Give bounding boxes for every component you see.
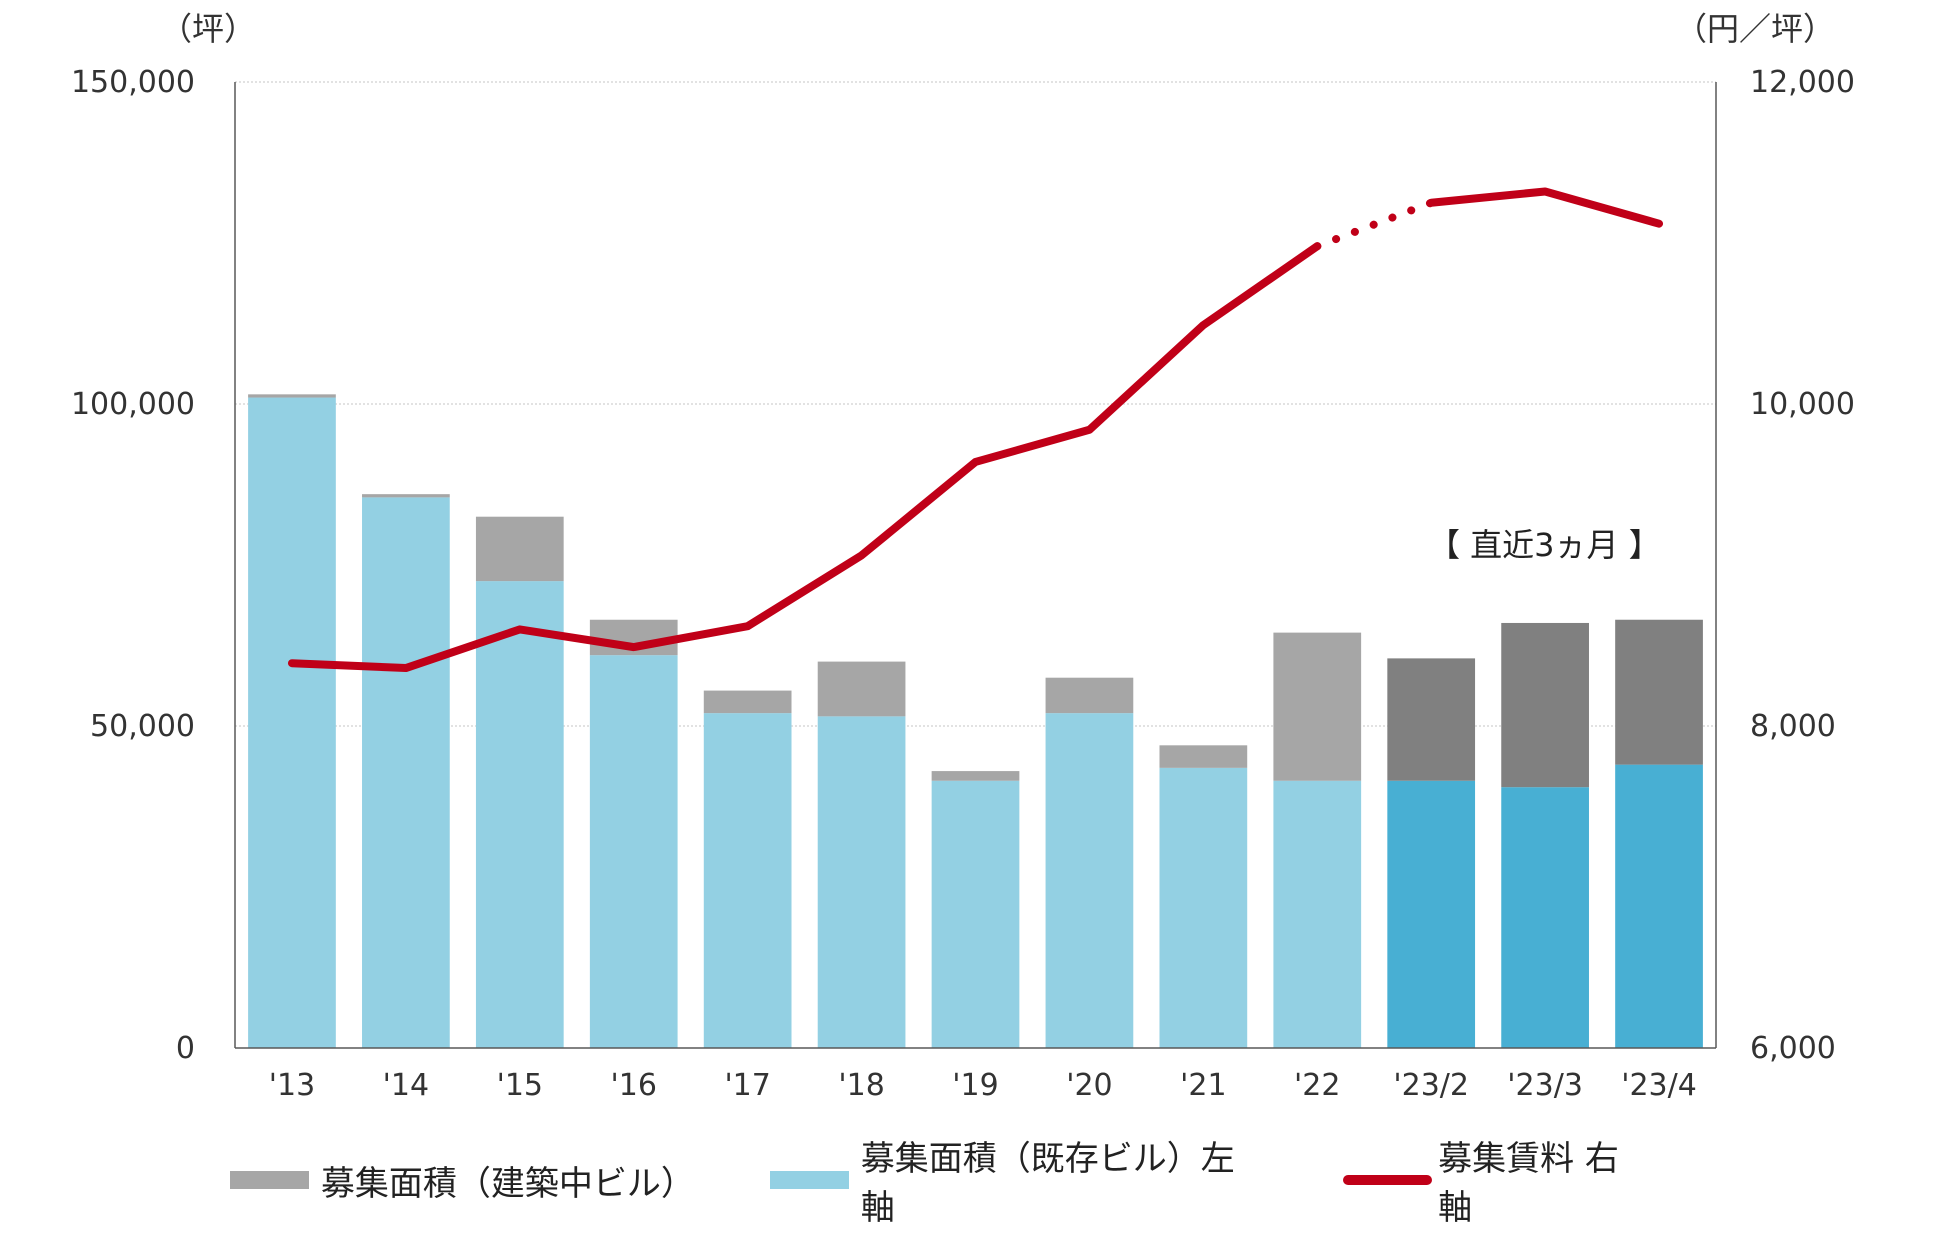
- gridlines: [235, 81, 1716, 727]
- legend-swatch-rent: [1343, 1175, 1433, 1185]
- left-tick-label: 0: [176, 1031, 195, 1066]
- legend-item-construction: 募集面積（建築中ビル）: [230, 1156, 695, 1205]
- bar-existing: [589, 655, 678, 1048]
- right-axis-unit: （円／坪）: [1675, 10, 1835, 48]
- rent-line-dotted: [1313, 198, 1436, 251]
- x-tick-label: '19: [952, 1068, 998, 1103]
- x-tick-label: '21: [1180, 1068, 1226, 1103]
- bar-existing: [248, 397, 336, 1048]
- bar-construction: [1501, 622, 1589, 788]
- legend-label-rent: 募集賃料 右軸: [1438, 1139, 1619, 1228]
- x-tick-label: '16: [611, 1068, 657, 1103]
- rent-line-solid: [1427, 187, 1664, 228]
- x-tick-label: '13: [269, 1068, 315, 1103]
- x-tick-label: '18: [838, 1068, 884, 1103]
- chart-area: 0 50,000 100,000 150,000 6,000 8,000 10,000 12,…: [71, 10, 1855, 1103]
- bar-existing: [362, 497, 450, 1048]
- axis-labels: 0 50,000 100,000 150,000 6,000 8,000 10,000 12,…: [71, 65, 1855, 1103]
- x-tick-label: '23/2: [1393, 1068, 1469, 1103]
- recent-months-annotation: 【 直近3ヵ月 】: [1428, 526, 1661, 564]
- x-tick-label: '20: [1066, 1068, 1112, 1103]
- bar-existing: [1387, 780, 1476, 1048]
- axes: [234, 82, 1717, 1049]
- bar-construction: [1045, 677, 1134, 714]
- bar-existing: [1045, 713, 1134, 1048]
- x-tick-label: '17: [724, 1068, 770, 1103]
- bar-construction: [817, 661, 906, 717]
- bar-construction: [1159, 745, 1248, 768]
- right-tick-label: 6,000: [1750, 1031, 1836, 1066]
- legend-item-existing: 募集面積（既存ビル）左軸: [769, 1131, 1263, 1229]
- right-tick-label: 12,000: [1750, 65, 1855, 100]
- right-tick-label: 10,000: [1750, 387, 1855, 422]
- bar-existing: [475, 581, 564, 1048]
- bar-construction: [931, 771, 1020, 781]
- bar-construction: [1615, 619, 1703, 765]
- right-tick-label: 8,000: [1750, 709, 1836, 744]
- x-tick-label: '23/3: [1507, 1068, 1583, 1103]
- left-tick-label: 150,000: [71, 65, 195, 100]
- rent-line-solid: [287, 242, 1322, 673]
- left-axis-unit: （坪）: [160, 10, 256, 48]
- legend-label-existing: 募集面積（既存ビル）左軸: [860, 1139, 1235, 1228]
- left-tick-label: 100,000: [71, 387, 195, 422]
- legend-swatch-existing: [769, 1171, 849, 1189]
- bar-construction: [248, 394, 336, 398]
- bar-construction: [703, 690, 792, 714]
- legend-swatch-construction: [230, 1171, 309, 1189]
- x-tick-label: '22: [1294, 1068, 1340, 1103]
- legend-item-rent: 募集賃料 右軸: [1343, 1131, 1650, 1229]
- bar-existing: [1159, 767, 1248, 1048]
- bar-existing: [931, 780, 1020, 1048]
- bar-existing: [703, 713, 792, 1048]
- x-tick-label: '14: [383, 1068, 429, 1103]
- rent-line: [287, 187, 1664, 673]
- legend-label-construction: 募集面積（建築中ビル）: [320, 1163, 695, 1204]
- bar-construction: [475, 516, 564, 582]
- x-tick-label: '15: [497, 1068, 543, 1103]
- bar-construction: [1273, 632, 1362, 781]
- left-tick-label: 50,000: [90, 709, 195, 744]
- bars: [248, 394, 1703, 1048]
- bar-existing: [1501, 787, 1589, 1048]
- bar-construction: [1387, 658, 1476, 781]
- bar-existing: [1273, 780, 1362, 1048]
- x-tick-label: '23/4: [1621, 1068, 1697, 1103]
- bar-existing: [1615, 764, 1703, 1048]
- legend: 募集面積（建築中ビル） 募集面積（既存ビル）左軸 募集賃料 右軸: [230, 1139, 1730, 1228]
- bar-construction: [362, 494, 450, 498]
- bar-existing: [817, 716, 906, 1048]
